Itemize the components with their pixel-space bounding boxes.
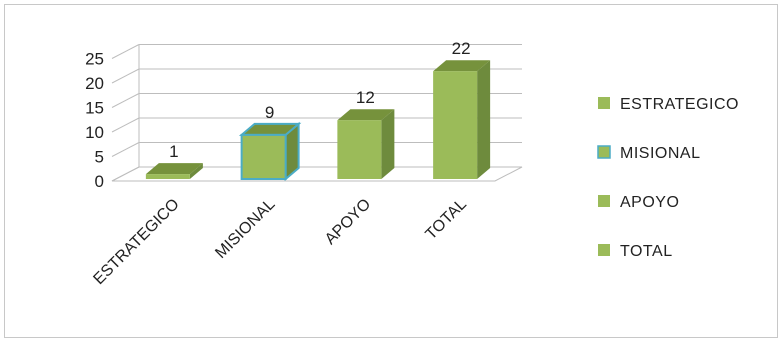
chart-frame	[4, 4, 778, 338]
bar-side	[189, 163, 203, 179]
bar-top	[337, 109, 395, 121]
bar-apoyo	[337, 109, 395, 179]
x-axis-categories: ESTRATEGICO MISIONAL APOYO TOTAL	[90, 196, 470, 288]
floor	[111, 166, 523, 182]
bars	[145, 60, 491, 182]
category-label: APOYO	[322, 196, 374, 248]
bar-estrategico	[145, 163, 203, 179]
legend: ESTRATEGICO MISIONAL APOYO TOTAL	[597, 96, 739, 260]
gridline-depth	[111, 117, 140, 133]
legend-swatch	[597, 145, 611, 159]
data-labels: 1 9 12 22	[169, 39, 470, 161]
bar-top	[433, 60, 491, 72]
data-label: 9	[265, 103, 274, 122]
bar-front	[145, 174, 190, 179]
legend-label: TOTAL	[620, 243, 673, 260]
category-label: ESTRATEGICO	[90, 196, 182, 288]
bar-side	[381, 109, 395, 179]
legend-label: ESTRATEGICO	[620, 96, 739, 113]
y-tick-label: 20	[85, 74, 104, 93]
legend-swatch	[598, 195, 610, 207]
data-label: 22	[452, 39, 471, 58]
bar-top	[145, 163, 203, 175]
bar-front	[240, 133, 287, 180]
data-label: 12	[356, 88, 375, 107]
legend-label: MISIONAL	[620, 145, 700, 162]
y-tick-label: 15	[85, 99, 104, 118]
y-tick-label: 5	[95, 148, 104, 167]
bar-side	[477, 60, 491, 180]
legend-swatch	[598, 97, 610, 109]
bar-total	[433, 60, 491, 180]
legend-swatch	[598, 244, 610, 256]
gridline-depth	[111, 44, 140, 59]
data-label: 1	[169, 142, 178, 161]
bar-front	[337, 120, 382, 179]
gridline-depth	[111, 93, 140, 108]
legend-label: APOYO	[620, 194, 679, 211]
gridline-depth	[111, 142, 140, 157]
category-label: MISIONAL	[212, 196, 278, 262]
bar-misional	[238, 121, 302, 182]
category-label: TOTAL	[423, 196, 471, 244]
y-tick-label: 25	[85, 50, 104, 69]
y-tick-label: 0	[95, 172, 104, 191]
y-axis-ticks: 0 5 10 15 20 25	[85, 50, 104, 192]
gridline-depth	[111, 68, 140, 84]
y-tick-label: 10	[85, 123, 104, 142]
bar-front	[433, 71, 478, 179]
